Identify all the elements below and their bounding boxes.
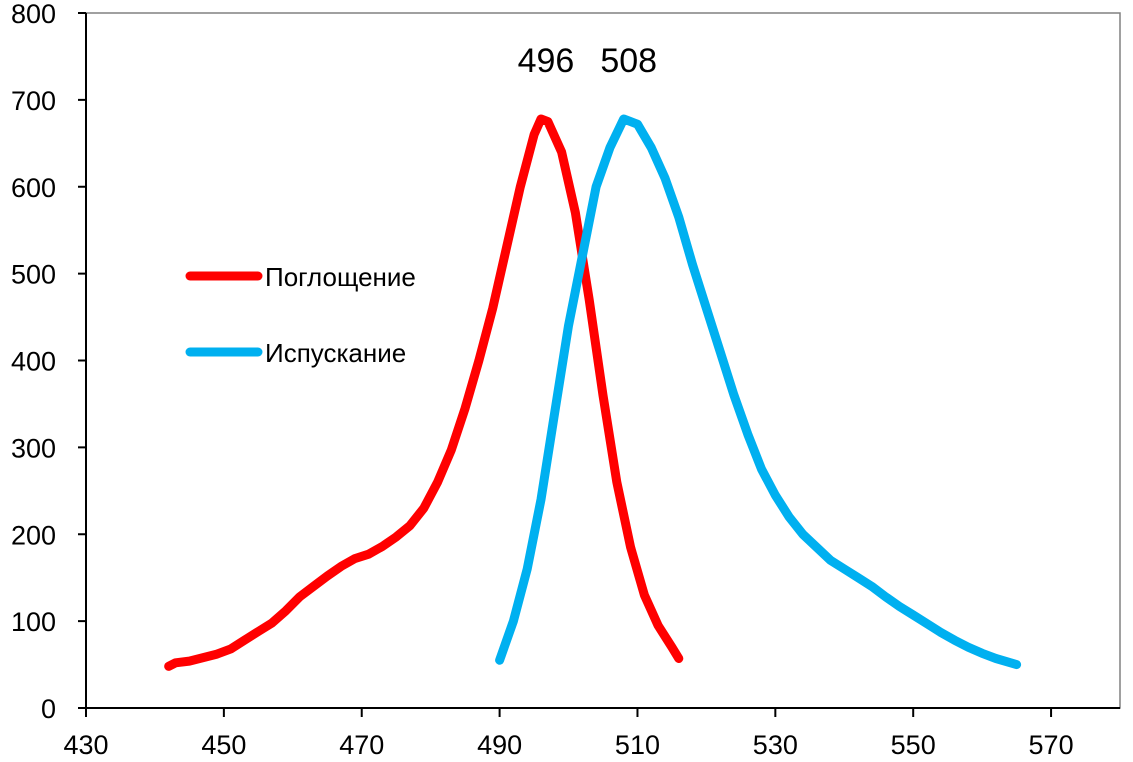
- x-tick-label: 430: [63, 730, 108, 760]
- legend: Поглощение Испускание: [185, 262, 416, 368]
- y-tick-label: 200: [11, 520, 56, 550]
- legend-label: Поглощение: [265, 262, 416, 292]
- y-tick-label: 300: [11, 433, 56, 463]
- x-tick-label: 450: [201, 730, 246, 760]
- x-tick-label: 530: [753, 730, 798, 760]
- y-tick-label: 100: [11, 607, 56, 637]
- y-tick-label: 0: [41, 694, 56, 724]
- peak-label: 508: [600, 42, 657, 80]
- x-tick-label: 570: [1029, 730, 1074, 760]
- peak-label: 496: [518, 42, 575, 80]
- x-tick-label: 470: [339, 730, 384, 760]
- x-tick-label: 490: [477, 730, 522, 760]
- series-layer: [164, 114, 1022, 671]
- y-tick-label: 700: [11, 86, 56, 116]
- x-tick-label: 550: [891, 730, 936, 760]
- y-tick-label: 600: [11, 173, 56, 203]
- legend-label: Испускание: [265, 338, 406, 368]
- series-line-emission: [495, 114, 1022, 670]
- axes: 0 100 200 300 400 500 600 700 800 430 450 470 490 510…: [11, 0, 1121, 760]
- y-tick-label: 400: [11, 347, 56, 377]
- series-line-absorption: [164, 114, 684, 671]
- y-tick-label: 500: [11, 260, 56, 290]
- x-tick-label: 510: [615, 730, 660, 760]
- plot-frame: [85, 12, 1121, 709]
- y-tick-label: 800: [11, 0, 56, 29]
- annotation-layer: 496 508: [518, 42, 657, 80]
